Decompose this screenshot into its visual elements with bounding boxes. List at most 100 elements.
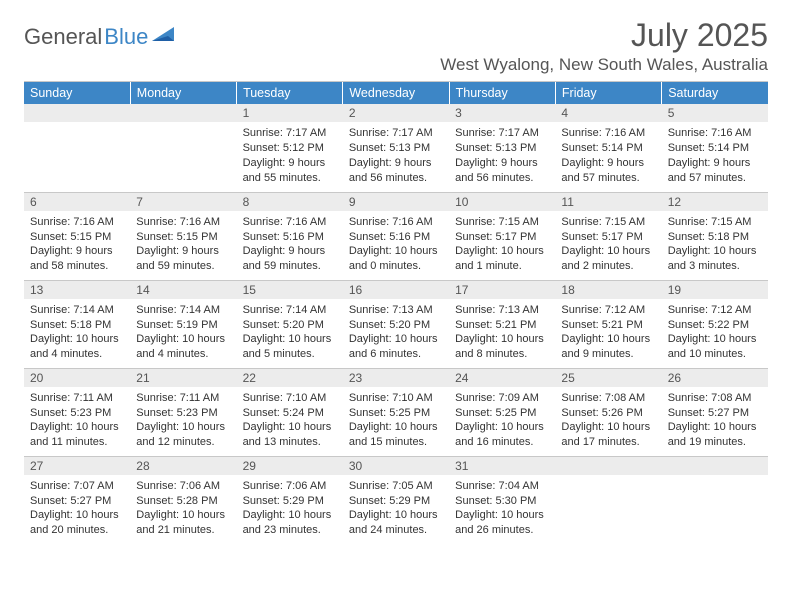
day-details: Sunrise: 7:07 AMSunset: 5:27 PMDaylight:…: [24, 475, 130, 538]
calendar-cell: 27Sunrise: 7:07 AMSunset: 5:27 PMDayligh…: [24, 456, 130, 544]
daylight-line: Daylight: 10 hours and 6 minutes.: [349, 332, 443, 362]
day-details: Sunrise: 7:14 AMSunset: 5:19 PMDaylight:…: [130, 299, 236, 362]
calendar-cell: 19Sunrise: 7:12 AMSunset: 5:22 PMDayligh…: [662, 280, 768, 368]
brand-part2: Blue: [104, 24, 148, 50]
daylight-line: Daylight: 10 hours and 21 minutes.: [136, 508, 230, 538]
sunset-line: Sunset: 5:17 PM: [455, 230, 549, 245]
sunset-line: Sunset: 5:25 PM: [455, 406, 549, 421]
sunrise-line: Sunrise: 7:16 AM: [668, 126, 762, 141]
calendar-cell: 15Sunrise: 7:14 AMSunset: 5:20 PMDayligh…: [237, 280, 343, 368]
day-number: 15: [237, 281, 343, 299]
day-number: 21: [130, 369, 236, 387]
calendar-cell: 17Sunrise: 7:13 AMSunset: 5:21 PMDayligh…: [449, 280, 555, 368]
calendar-cell: 21Sunrise: 7:11 AMSunset: 5:23 PMDayligh…: [130, 368, 236, 456]
sunrise-line: Sunrise: 7:16 AM: [561, 126, 655, 141]
day-details: Sunrise: 7:10 AMSunset: 5:24 PMDaylight:…: [237, 387, 343, 450]
calendar-cell: 25Sunrise: 7:08 AMSunset: 5:26 PMDayligh…: [555, 368, 661, 456]
day-details: Sunrise: 7:09 AMSunset: 5:25 PMDaylight:…: [449, 387, 555, 450]
sunrise-line: Sunrise: 7:12 AM: [561, 303, 655, 318]
sunset-line: Sunset: 5:15 PM: [30, 230, 124, 245]
day-details: Sunrise: 7:14 AMSunset: 5:18 PMDaylight:…: [24, 299, 130, 362]
day-number: [130, 104, 236, 122]
daylight-line: Daylight: 9 hours and 58 minutes.: [30, 244, 124, 274]
sunset-line: Sunset: 5:18 PM: [668, 230, 762, 245]
daylight-line: Daylight: 10 hours and 17 minutes.: [561, 420, 655, 450]
day-number: 5: [662, 104, 768, 122]
calendar-cell: 12 Sunrise: 7:15 AMSunset: 5:18 PMDayligh…: [662, 192, 768, 280]
calendar-cell: [555, 456, 661, 544]
calendar-cell: 20Sunrise: 7:11 AMSunset: 5:23 PMDayligh…: [24, 368, 130, 456]
day-details: Sunrise: 7:17 AMSunset: 5:13 PMDaylight:…: [343, 122, 449, 185]
day-number: 1: [237, 104, 343, 122]
sunrise-line: Sunrise: 7:10 AM: [349, 391, 443, 406]
sunset-line: Sunset: 5:29 PM: [349, 494, 443, 509]
day-number: [555, 457, 661, 475]
calendar-week-row: 1Sunrise: 7:17 AMSunset: 5:12 PMDaylight…: [24, 104, 768, 192]
header: General Blue July 2025 West Wyalong, New…: [24, 18, 768, 75]
calendar-cell: 22Sunrise: 7:10 AMSunset: 5:24 PMDayligh…: [237, 368, 343, 456]
day-number: 25: [555, 369, 661, 387]
sunrise-line: Sunrise: 7:15 AM: [455, 215, 549, 230]
sunset-line: Sunset: 5:20 PM: [349, 318, 443, 333]
daylight-line: Daylight: 10 hours and 3 minutes.: [668, 244, 762, 274]
day-details: Sunrise: 7:11 AMSunset: 5:23 PMDaylight:…: [24, 387, 130, 450]
calendar-cell: 31Sunrise: 7:04 AMSunset: 5:30 PMDayligh…: [449, 456, 555, 544]
sunset-line: Sunset: 5:25 PM: [349, 406, 443, 421]
day-number: 30: [343, 457, 449, 475]
calendar-cell: 23Sunrise: 7:10 AMSunset: 5:25 PMDayligh…: [343, 368, 449, 456]
sunset-line: Sunset: 5:26 PM: [561, 406, 655, 421]
day-number: 24: [449, 369, 555, 387]
daylight-line: Daylight: 10 hours and 23 minutes.: [243, 508, 337, 538]
sunset-line: Sunset: 5:22 PM: [668, 318, 762, 333]
day-header: Tuesday: [237, 82, 343, 104]
day-details: Sunrise: 7:11 AMSunset: 5:23 PMDaylight:…: [130, 387, 236, 450]
sunset-line: Sunset: 5:21 PM: [455, 318, 549, 333]
calendar-cell: 1Sunrise: 7:17 AMSunset: 5:12 PMDaylight…: [237, 104, 343, 192]
sunset-line: Sunset: 5:23 PM: [30, 406, 124, 421]
daylight-line: Daylight: 9 hours and 59 minutes.: [136, 244, 230, 274]
day-number: 20: [24, 369, 130, 387]
calendar-cell: 9Sunrise: 7:16 AMSunset: 5:16 PMDaylight…: [343, 192, 449, 280]
day-details: Sunrise: 7:05 AMSunset: 5:29 PMDaylight:…: [343, 475, 449, 538]
daylight-line: Daylight: 10 hours and 24 minutes.: [349, 508, 443, 538]
calendar-cell: 11Sunrise: 7:15 AMSunset: 5:17 PMDayligh…: [555, 192, 661, 280]
sunrise-line: Sunrise: 7:15 AM: [668, 215, 762, 230]
sunrise-line: Sunrise: 7:11 AM: [136, 391, 230, 406]
day-details: Sunrise: 7:04 AMSunset: 5:30 PMDaylight:…: [449, 475, 555, 538]
daylight-line: Daylight: 10 hours and 5 minutes.: [243, 332, 337, 362]
calendar-cell: 10Sunrise: 7:15 AMSunset: 5:17 PMDayligh…: [449, 192, 555, 280]
sunrise-line: Sunrise: 7:14 AM: [136, 303, 230, 318]
calendar-week-row: 6Sunrise: 7:16 AMSunset: 5:15 PMDaylight…: [24, 192, 768, 280]
day-number: 18: [555, 281, 661, 299]
sunset-line: Sunset: 5:27 PM: [30, 494, 124, 509]
day-number: 14: [130, 281, 236, 299]
day-details: Sunrise: 7:14 AMSunset: 5:20 PMDaylight:…: [237, 299, 343, 362]
daylight-line: Daylight: 10 hours and 10 minutes.: [668, 332, 762, 362]
day-number: 7: [130, 193, 236, 211]
calendar-body: 1Sunrise: 7:17 AMSunset: 5:12 PMDaylight…: [24, 104, 768, 544]
day-number: 2: [343, 104, 449, 122]
sunrise-line: Sunrise: 7:17 AM: [455, 126, 549, 141]
calendar-cell: 26Sunrise: 7:08 AMSunset: 5:27 PMDayligh…: [662, 368, 768, 456]
brand-triangle-icon: [152, 25, 178, 43]
day-details: Sunrise: 7:13 AMSunset: 5:21 PMDaylight:…: [449, 299, 555, 362]
sunset-line: Sunset: 5:17 PM: [561, 230, 655, 245]
day-details: Sunrise: 7:13 AMSunset: 5:20 PMDaylight:…: [343, 299, 449, 362]
calendar-cell: 30Sunrise: 7:05 AMSunset: 5:29 PMDayligh…: [343, 456, 449, 544]
daylight-line: Daylight: 10 hours and 2 minutes.: [561, 244, 655, 274]
sunrise-line: Sunrise: 7:09 AM: [455, 391, 549, 406]
sunset-line: Sunset: 5:13 PM: [455, 141, 549, 156]
daylight-line: Daylight: 10 hours and 15 minutes.: [349, 420, 443, 450]
day-details: Sunrise: 7:12 AMSunset: 5:22 PMDaylight:…: [662, 299, 768, 362]
day-number: [24, 104, 130, 122]
brand-part1: General: [24, 24, 102, 50]
calendar-cell: 18Sunrise: 7:12 AMSunset: 5:21 PMDayligh…: [555, 280, 661, 368]
sunset-line: Sunset: 5:30 PM: [455, 494, 549, 509]
calendar-cell: 7Sunrise: 7:16 AMSunset: 5:15 PMDaylight…: [130, 192, 236, 280]
day-number: [662, 457, 768, 475]
day-details: Sunrise: 7:08 AMSunset: 5:27 PMDaylight:…: [662, 387, 768, 450]
day-number: 9: [343, 193, 449, 211]
day-details: Sunrise: 7:16 AMSunset: 5:16 PMDaylight:…: [237, 211, 343, 274]
day-number: 12: [662, 193, 768, 211]
day-details: Sunrise: 7:16 AMSunset: 5:14 PMDaylight:…: [662, 122, 768, 185]
